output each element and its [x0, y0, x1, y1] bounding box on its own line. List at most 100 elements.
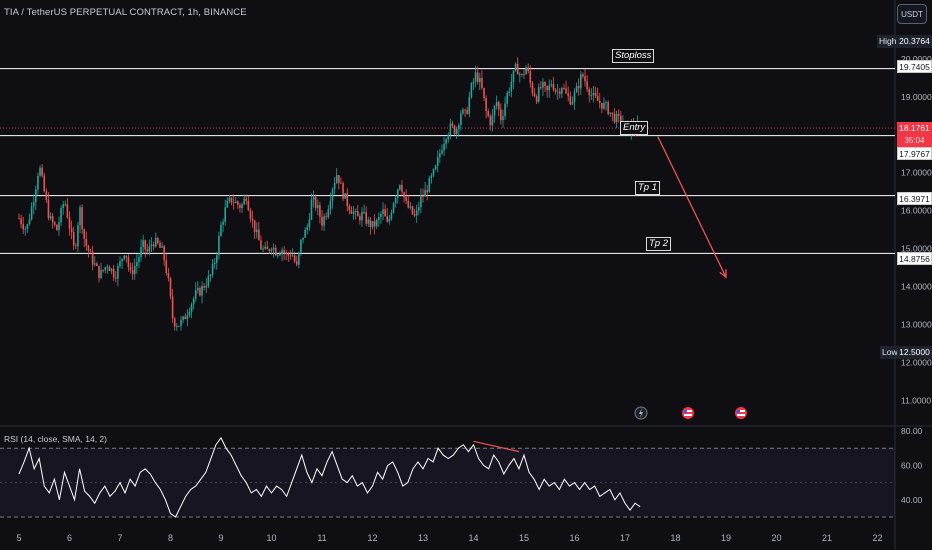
candle: [548, 79, 551, 98]
candle: [24, 226, 27, 236]
candle: [558, 88, 561, 99]
candle: [133, 258, 136, 280]
candle: [20, 214, 22, 229]
candle-body: [108, 266, 111, 271]
candle: [441, 144, 443, 155]
candle-body: [323, 216, 325, 226]
candle: [308, 213, 311, 231]
candle-body: [249, 210, 252, 219]
candle: [192, 296, 195, 310]
candle-body: [394, 197, 397, 204]
stoploss-annotation[interactable]: Stoploss: [612, 49, 655, 63]
candle-body: [487, 111, 490, 116]
candle: [554, 87, 557, 95]
tp2-annotation[interactable]: Tp 2: [646, 237, 672, 251]
candle-body: [443, 143, 445, 151]
rsi-indicator-title[interactable]: RSI (14, close, SMA, 14, 2): [4, 434, 107, 444]
forecast-arrow-head: [719, 269, 727, 279]
candle: [390, 209, 393, 221]
candle: [32, 194, 35, 215]
tp1-annotation[interactable]: Tp 1: [635, 181, 661, 195]
entry-annotation[interactable]: Entry: [620, 121, 649, 135]
candle-body: [43, 175, 46, 192]
candle: [291, 248, 294, 257]
candle-body: [375, 219, 378, 227]
candle-body: [483, 87, 485, 99]
time-tick-label: 19: [721, 533, 731, 543]
candle-body: [72, 231, 75, 246]
candle-body: [253, 220, 256, 232]
candle: [112, 264, 115, 281]
candle: [439, 148, 441, 164]
candle: [453, 124, 456, 136]
candle-body: [190, 304, 193, 312]
candle-body: [298, 252, 300, 265]
candle-body: [49, 216, 52, 219]
candle-body: [392, 203, 395, 213]
candle-body: [413, 214, 416, 216]
candle: [51, 212, 54, 229]
candle: [37, 172, 39, 195]
candle: [93, 256, 96, 267]
candle: [424, 181, 426, 197]
candle: [338, 174, 340, 190]
candle: [262, 245, 264, 252]
candle-body: [255, 229, 258, 232]
rsi-divergence-line: [473, 440, 520, 453]
lightning-icon[interactable]: [634, 406, 648, 420]
candle: [533, 88, 536, 98]
candle-body: [131, 270, 134, 275]
candle-body: [264, 246, 266, 249]
currency-button[interactable]: USDT: [897, 4, 927, 24]
current-price-tag: 18.1761: [897, 122, 932, 135]
candle: [197, 281, 199, 294]
candle: [96, 262, 98, 267]
candle-body: [571, 102, 574, 105]
forecast-arrow: [657, 136, 727, 279]
candle: [521, 73, 523, 77]
candle: [60, 205, 62, 226]
candle-body: [316, 205, 319, 208]
candle: [154, 232, 157, 248]
candle-body: [308, 219, 311, 228]
candle-body: [396, 189, 399, 198]
flag-icon[interactable]: [682, 407, 694, 419]
candle-body: [163, 246, 165, 261]
price-tick-label: 20.0000: [901, 54, 932, 64]
candle-body: [39, 167, 41, 177]
candle-body: [436, 157, 439, 166]
candle-body: [188, 311, 191, 316]
candle: [603, 97, 605, 111]
candle-body: [133, 266, 136, 275]
candle: [430, 173, 433, 184]
candle: [447, 132, 450, 143]
candle-body: [79, 207, 81, 226]
candle-body: [157, 238, 159, 244]
candle: [64, 200, 67, 207]
candle-body: [615, 113, 618, 123]
candle: [354, 208, 357, 220]
candle-body: [26, 224, 29, 229]
candle: [89, 248, 92, 252]
candle-body: [62, 204, 64, 208]
candle-body: [325, 216, 328, 218]
candle-body: [37, 176, 39, 190]
candle-body: [382, 209, 384, 214]
candle: [77, 221, 79, 252]
candle-body: [272, 247, 275, 250]
flag-canton: [737, 410, 740, 413]
candle: [306, 223, 309, 235]
candle: [436, 150, 439, 173]
lightning-bolt: [639, 408, 643, 418]
candle: [609, 112, 612, 117]
candle: [161, 242, 163, 249]
candle-body: [525, 67, 527, 75]
candle: [563, 83, 565, 91]
flag-icon[interactable]: [735, 407, 747, 419]
candle: [152, 241, 155, 251]
candle-body: [605, 102, 607, 104]
candle-body: [518, 74, 521, 76]
candle: [327, 205, 330, 219]
price-tick-label: 13.0000: [901, 320, 932, 330]
